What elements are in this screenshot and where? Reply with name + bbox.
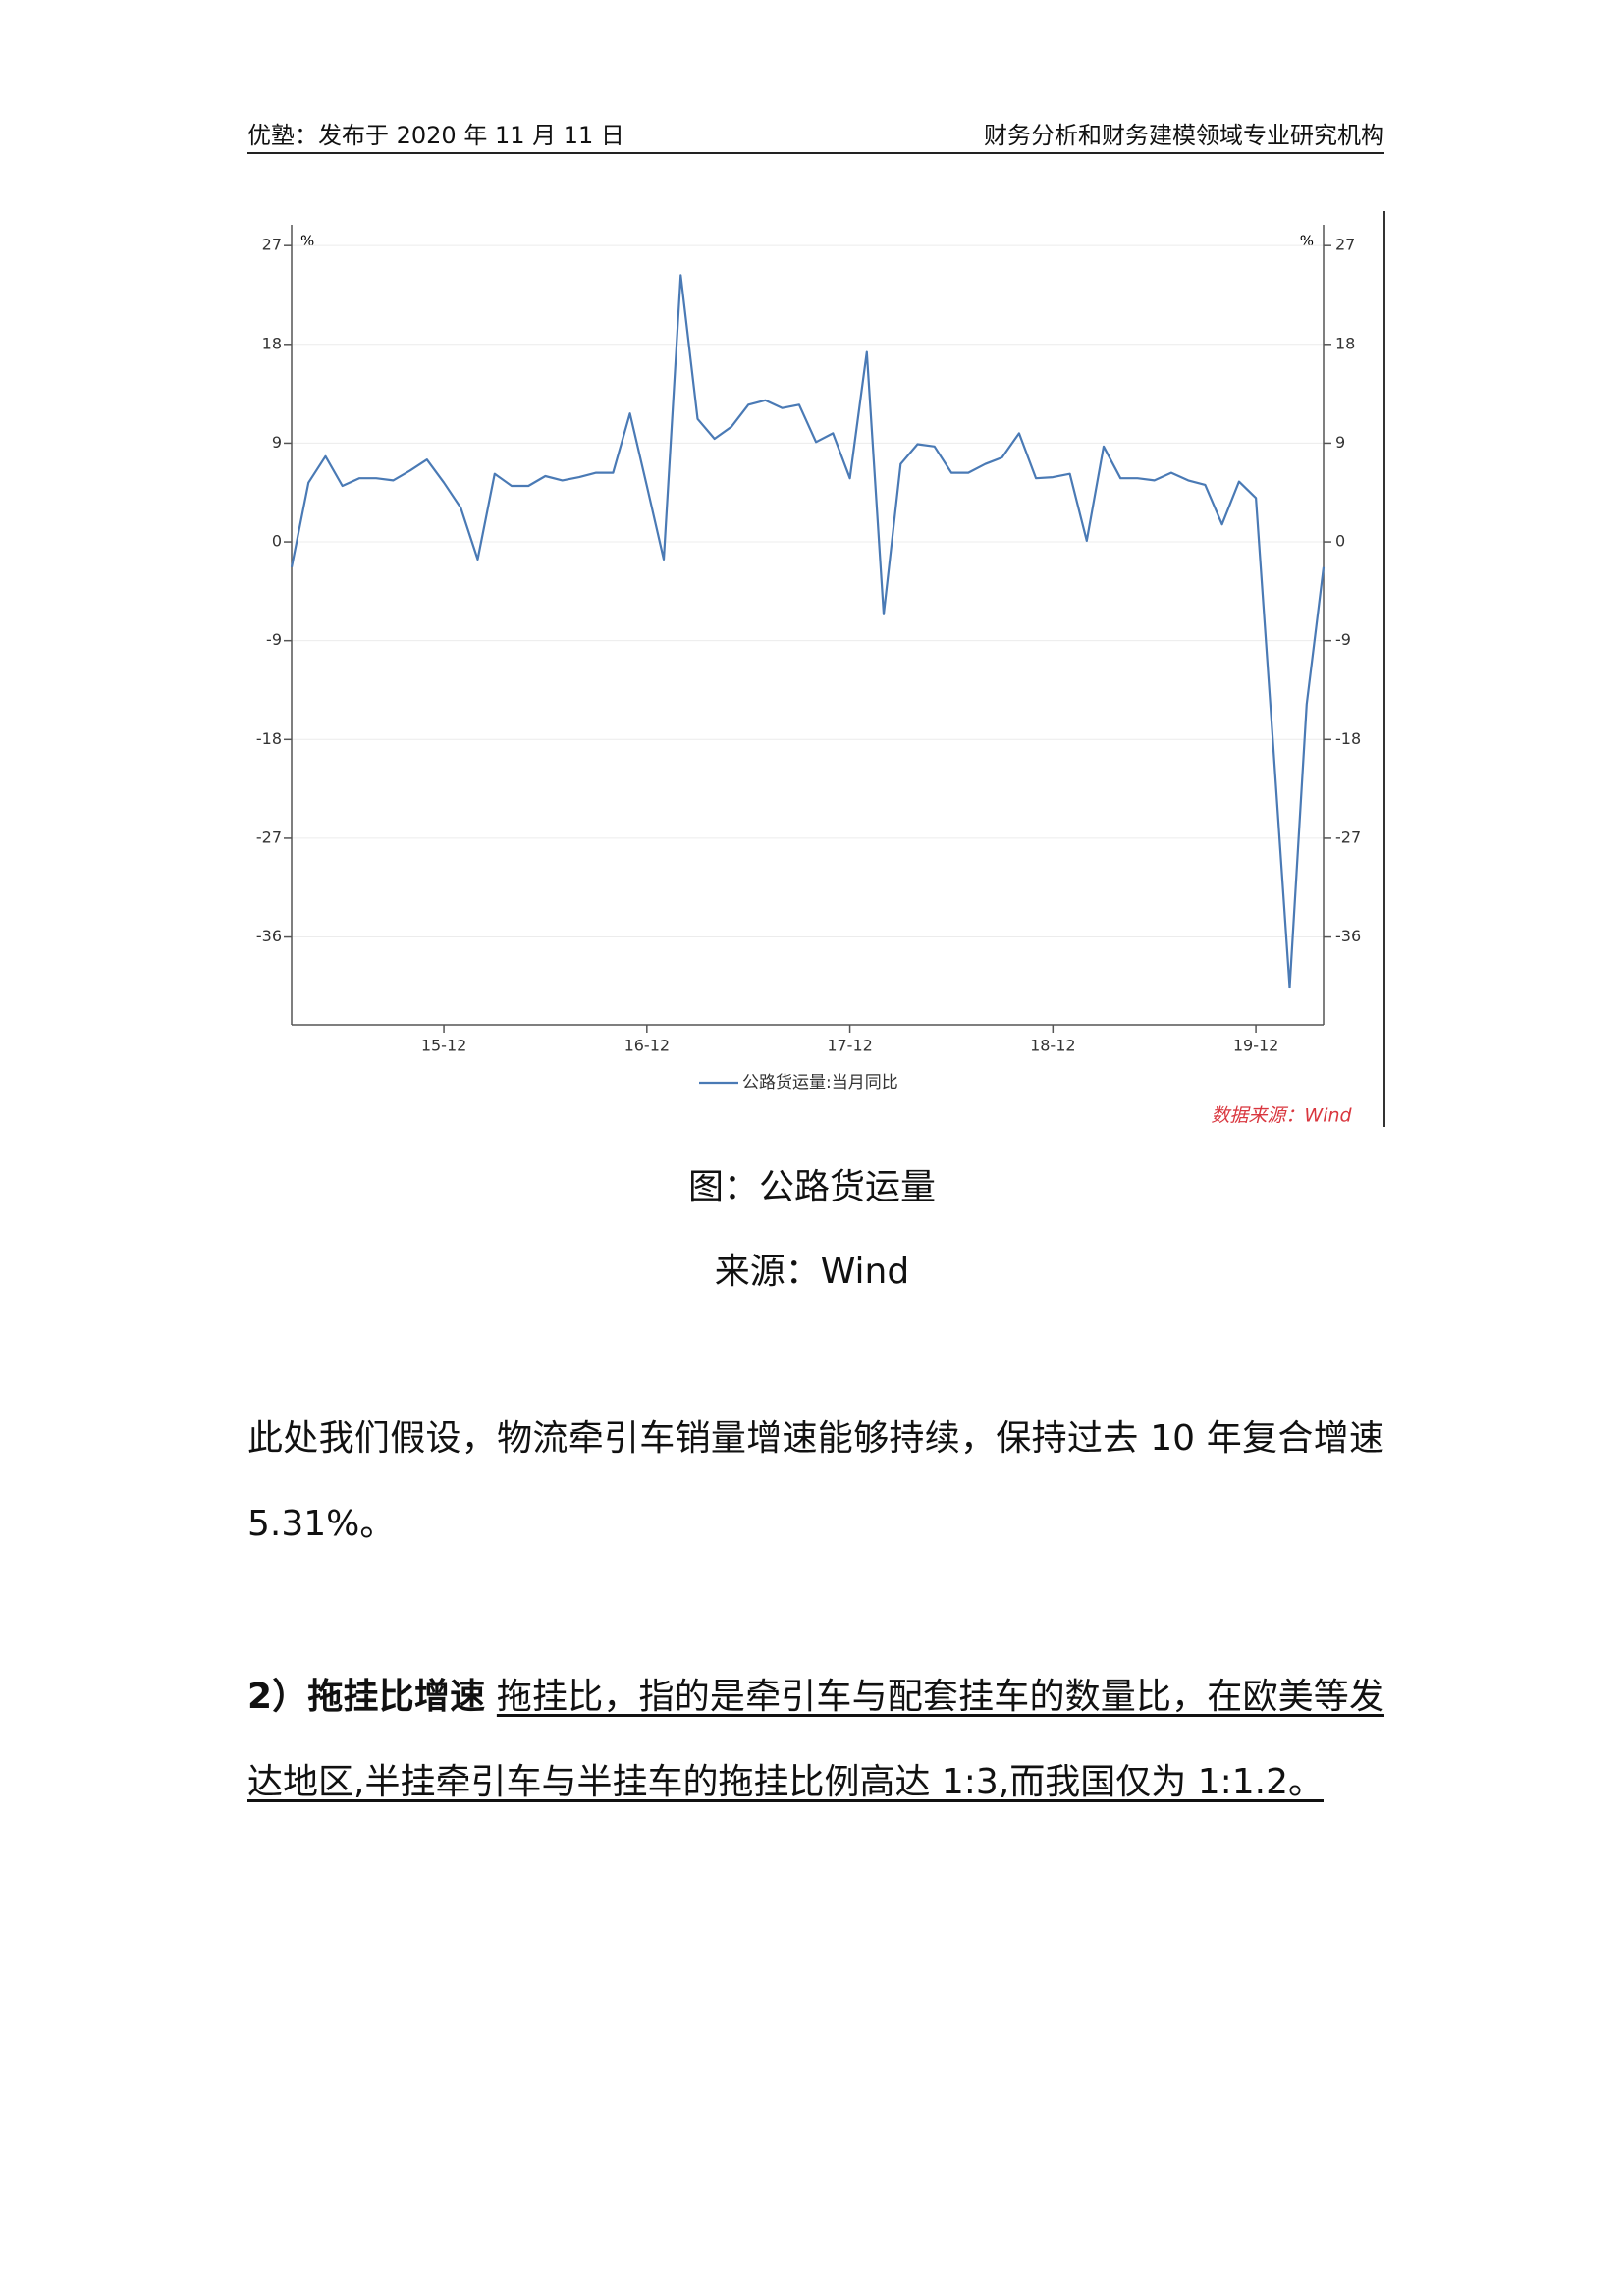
y-tick-label: -9	[266, 630, 282, 649]
paragraph: 2）拖挂比增速 拖挂比，指的是牵引车与配套挂车的数量比，在欧美等发达地区,半挂牵…	[247, 1654, 1384, 1825]
y-tick-label: 18	[262, 334, 282, 352]
figure-caption: 图：公路货运量	[687, 1167, 936, 1207]
header-right: 财务分析和财务建模领域专业研究机构	[984, 122, 1384, 149]
legend-label: 公路货运量:当月同比	[742, 1073, 898, 1093]
y2-tick-label: -18	[1335, 729, 1361, 748]
y2-tick-label: 0	[1335, 532, 1345, 551]
paragraph: 此处我们假设，物流牵引车销量增速能够持续，保持过去 10 年复合增速 5.31%…	[247, 1418, 1384, 1544]
y2-tick-label: -9	[1335, 630, 1351, 649]
y-tick-label: -27	[256, 828, 282, 846]
y2-tick-label: 27	[1335, 236, 1355, 254]
x-tick-label: 17-12	[827, 1037, 873, 1055]
y-tick-label: -18	[256, 729, 282, 748]
chart: % % 数据来源：Wind 27 18 9 0 -9 -18 -27 -36 27 18 9 0 -9 -…	[256, 211, 1385, 1127]
y2-tick-label: 18	[1335, 334, 1355, 352]
figure-source: 来源：Wind	[714, 1252, 910, 1292]
header-left: 优塾：发布于 2020 年 11 月 11 日	[247, 122, 624, 149]
x-tick-label: 19-12	[1233, 1037, 1279, 1055]
line-series	[290, 274, 1326, 989]
x-tick-label: 15-12	[421, 1037, 467, 1055]
paragraph-lead: 2）拖挂比增速	[247, 1677, 486, 1717]
y-tick-label: 9	[272, 433, 282, 452]
source-note: 数据来源：Wind	[1211, 1105, 1352, 1127]
y2-tick-label: -36	[1335, 927, 1361, 945]
header-rule	[247, 152, 1384, 154]
y2-tick-label: -27	[1335, 828, 1361, 846]
y-tick-label: 0	[272, 532, 282, 551]
y2-unit: %	[1300, 233, 1314, 250]
y-tick-label: 27	[262, 236, 282, 254]
y-tick-label: -36	[256, 927, 282, 945]
x-tick-label: 16-12	[624, 1037, 671, 1055]
y2-tick-label: 9	[1335, 433, 1345, 452]
x-tick-label: 18-12	[1030, 1037, 1076, 1055]
y-unit: %	[300, 233, 314, 250]
paragraph-text: 拖挂比，指的是牵引车与配套挂车的数量比，在欧美等发达地区,半挂牵引车与半挂车的拖…	[247, 1677, 1384, 1802]
